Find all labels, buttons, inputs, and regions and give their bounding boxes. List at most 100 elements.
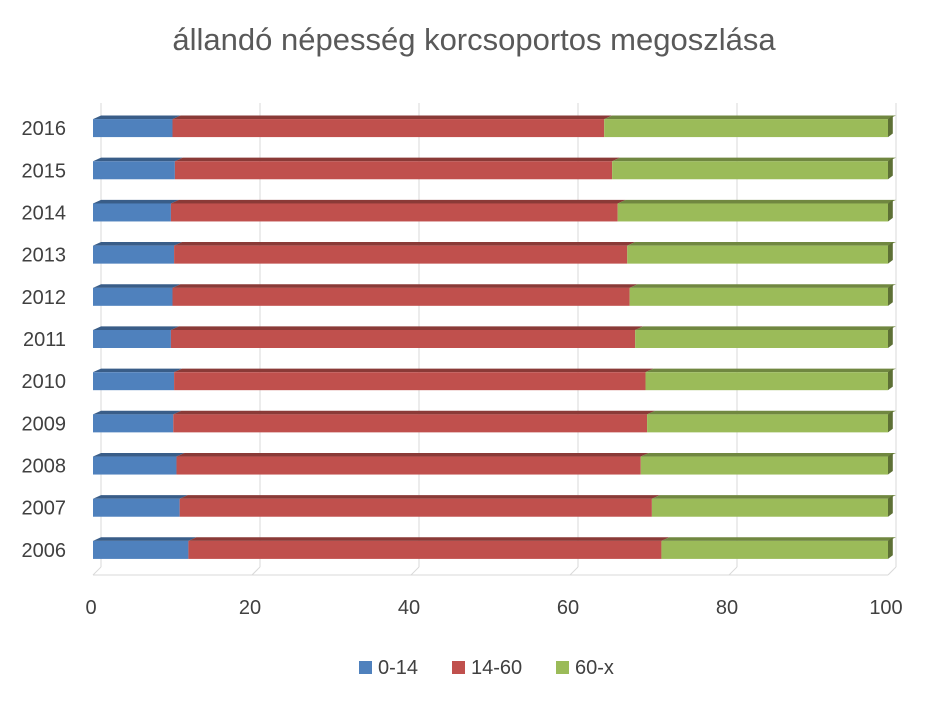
bar-top-face: [170, 199, 626, 204]
bar-top-face: [174, 368, 654, 373]
bar-top-face: [172, 284, 638, 288]
gridline-floor: [251, 566, 261, 576]
bar-segment-14-60: [174, 368, 654, 391]
bar-segment-0-14: [93, 115, 181, 138]
bar-segment-60-x: [617, 199, 896, 222]
bar-top-face: [647, 410, 896, 415]
bar-top-face: [93, 368, 183, 373]
bar-front-face: [93, 414, 174, 433]
y-tick-label: 2012: [22, 287, 67, 309]
bar-segment-14-60: [179, 495, 660, 517]
chart-title: állandó népesség korcsoportos megoszlása: [172, 22, 776, 57]
x-tick-label: 100: [869, 597, 902, 619]
bar-front-face: [645, 372, 888, 391]
bar-top-face: [617, 199, 896, 204]
bar-front-face: [93, 245, 175, 264]
bar-front-face: [93, 540, 189, 559]
bar-top-face: [93, 410, 182, 415]
bar-segment-0-14: [93, 452, 185, 475]
bar-end-face: [888, 537, 893, 559]
bar-top-face: [604, 115, 896, 120]
bar-front-face: [174, 161, 613, 180]
x-tick-label: 40: [398, 597, 420, 619]
bar-front-face: [176, 456, 641, 475]
legend-swatch: [452, 661, 465, 674]
bar-front-face: [93, 203, 171, 222]
bar-front-face: [93, 287, 173, 306]
bar-segment-0-14: [93, 199, 179, 222]
bar-front-face: [188, 540, 662, 559]
bar-front-face: [635, 330, 888, 348]
bar-top-face: [93, 157, 183, 162]
bar-front-face: [93, 119, 173, 138]
gridline-floor: [728, 566, 738, 576]
bar-top-face: [93, 284, 181, 288]
bar-front-face: [179, 498, 652, 517]
bar-front-face: [604, 119, 888, 138]
legend-item-60-x: 60-x: [556, 657, 614, 679]
bar-front-face: [617, 203, 888, 222]
x-tick-label: 60: [557, 597, 579, 619]
bar-end-face: [888, 284, 893, 306]
bar-top-face: [173, 410, 656, 415]
y-tick-label: 2006: [22, 540, 67, 562]
bar-top-face: [651, 495, 896, 499]
legend-label: 0-14: [378, 657, 418, 679]
bar-front-face: [629, 287, 888, 306]
bar-segment-0-14: [93, 410, 182, 433]
bar-top-face: [93, 115, 181, 120]
y-tick-label: 2010: [22, 371, 67, 393]
legend-label: 60-x: [575, 657, 614, 679]
bar-top-face: [176, 452, 649, 457]
bar-top-face: [661, 537, 896, 541]
bar-top-face: [629, 284, 896, 288]
bar-end-face: [888, 452, 893, 475]
bar-top-face: [93, 495, 188, 499]
bar-segment-60-x: [612, 157, 896, 180]
bar-segment-60-x: [627, 242, 896, 264]
axes: 0 20 40 60 80 100 2016 2015 2014 2013 2012 2011 2010…: [22, 118, 903, 619]
x-tick-label: 20: [239, 597, 261, 619]
bar-top-face: [93, 242, 183, 246]
bar-end-face: [888, 326, 893, 348]
y-tick-label: 2011: [23, 329, 66, 351]
y-tick-label: 2009: [22, 413, 67, 435]
legend-swatch: [359, 661, 372, 674]
legend-label: 14-60: [471, 657, 522, 679]
bar-segment-0-14: [93, 368, 183, 391]
bar-segment-14-60: [174, 242, 636, 264]
legend-item-0-14: 0-14: [359, 657, 418, 679]
bar-segment-0-14: [93, 326, 179, 348]
bars: [93, 115, 896, 559]
y-tick-label: 2016: [22, 118, 67, 140]
bar-segment-14-60: [170, 326, 644, 348]
y-tick-label: 2013: [22, 245, 67, 267]
bar-front-face: [173, 414, 648, 433]
bar-front-face: [93, 330, 171, 348]
legend-swatch: [556, 661, 569, 674]
bar-segment-14-60: [170, 199, 626, 222]
bar-top-face: [93, 537, 197, 541]
bar-segment-14-60: [172, 284, 638, 306]
bar-front-face: [627, 245, 888, 264]
bar-top-face: [640, 452, 896, 457]
bar-top-face: [645, 368, 896, 373]
bar-front-face: [93, 161, 175, 180]
bar-front-face: [640, 456, 888, 475]
bar-segment-60-x: [647, 410, 896, 433]
bar-top-face: [612, 157, 896, 162]
bar-front-face: [93, 372, 175, 391]
bar-segment-0-14: [93, 242, 183, 264]
bar-segment-0-14: [93, 284, 181, 306]
bar-segment-60-x: [661, 537, 896, 559]
bar-front-face: [612, 161, 888, 180]
bar-segment-14-60: [174, 157, 621, 180]
bar-front-face: [93, 498, 180, 517]
bar-top-face: [170, 326, 644, 330]
y-tick-label: 2015: [22, 160, 67, 182]
bar-end-face: [888, 495, 893, 517]
bar-segment-0-14: [93, 537, 197, 559]
x-tick-label: 0: [85, 597, 96, 619]
gridline-floor: [92, 566, 102, 576]
